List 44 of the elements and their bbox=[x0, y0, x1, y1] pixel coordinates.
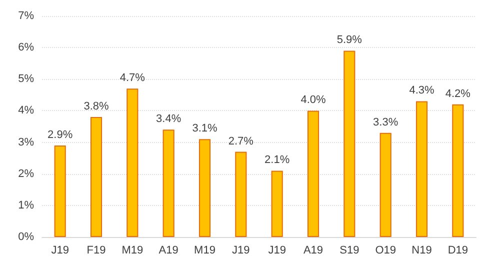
data-label: 4.3% bbox=[409, 84, 434, 97]
x-tick-label: N19 bbox=[412, 244, 432, 256]
x-tick-label: F19 bbox=[86, 244, 106, 256]
bar bbox=[235, 152, 247, 237]
bar bbox=[271, 170, 283, 237]
x-tick-label: S19 bbox=[340, 244, 360, 256]
data-label: 2.1% bbox=[264, 154, 290, 166]
y-tick-label: 2% bbox=[18, 168, 34, 180]
data-label: 3.4% bbox=[156, 113, 182, 126]
x-tick-label: A19 bbox=[303, 244, 324, 256]
data-label: 5.9% bbox=[336, 34, 362, 46]
x-tick-label: J19 bbox=[232, 244, 250, 256]
data-label: 3.8% bbox=[84, 100, 109, 113]
bar bbox=[162, 130, 174, 237]
y-tick-label: 7% bbox=[18, 10, 34, 22]
x-tick-label: J19 bbox=[51, 244, 69, 256]
bar bbox=[126, 88, 138, 237]
y-tick-label: 6% bbox=[18, 42, 34, 54]
y-tick-label: 1% bbox=[18, 199, 34, 212]
x-tick-label: O19 bbox=[375, 244, 396, 256]
y-tick-label: 0% bbox=[18, 231, 34, 243]
data-label: 2.7% bbox=[228, 135, 254, 148]
bar bbox=[307, 110, 320, 237]
bar bbox=[90, 117, 102, 237]
data-label: 2.9% bbox=[48, 128, 73, 141]
data-label: 3.3% bbox=[373, 116, 398, 128]
bar bbox=[198, 139, 211, 237]
bar bbox=[452, 104, 464, 237]
x-tick-label: A19 bbox=[158, 244, 178, 256]
x-tick-label: M19 bbox=[194, 244, 216, 256]
data-label: 4.2% bbox=[445, 88, 471, 100]
y-tick-label: 3% bbox=[18, 136, 34, 148]
x-tick-label: D19 bbox=[448, 244, 468, 256]
data-label: 4.7% bbox=[120, 72, 146, 84]
x-tick-label: M19 bbox=[122, 244, 144, 256]
bar bbox=[54, 145, 66, 237]
bar bbox=[416, 101, 428, 237]
x-tick-label: J19 bbox=[268, 244, 286, 256]
y-tick-label: 4% bbox=[18, 104, 34, 117]
bar bbox=[344, 50, 356, 237]
data-label: 3.1% bbox=[192, 122, 218, 135]
bar bbox=[380, 132, 392, 237]
y-tick-label: 5% bbox=[18, 73, 34, 86]
data-label: 4.0% bbox=[300, 94, 326, 106]
